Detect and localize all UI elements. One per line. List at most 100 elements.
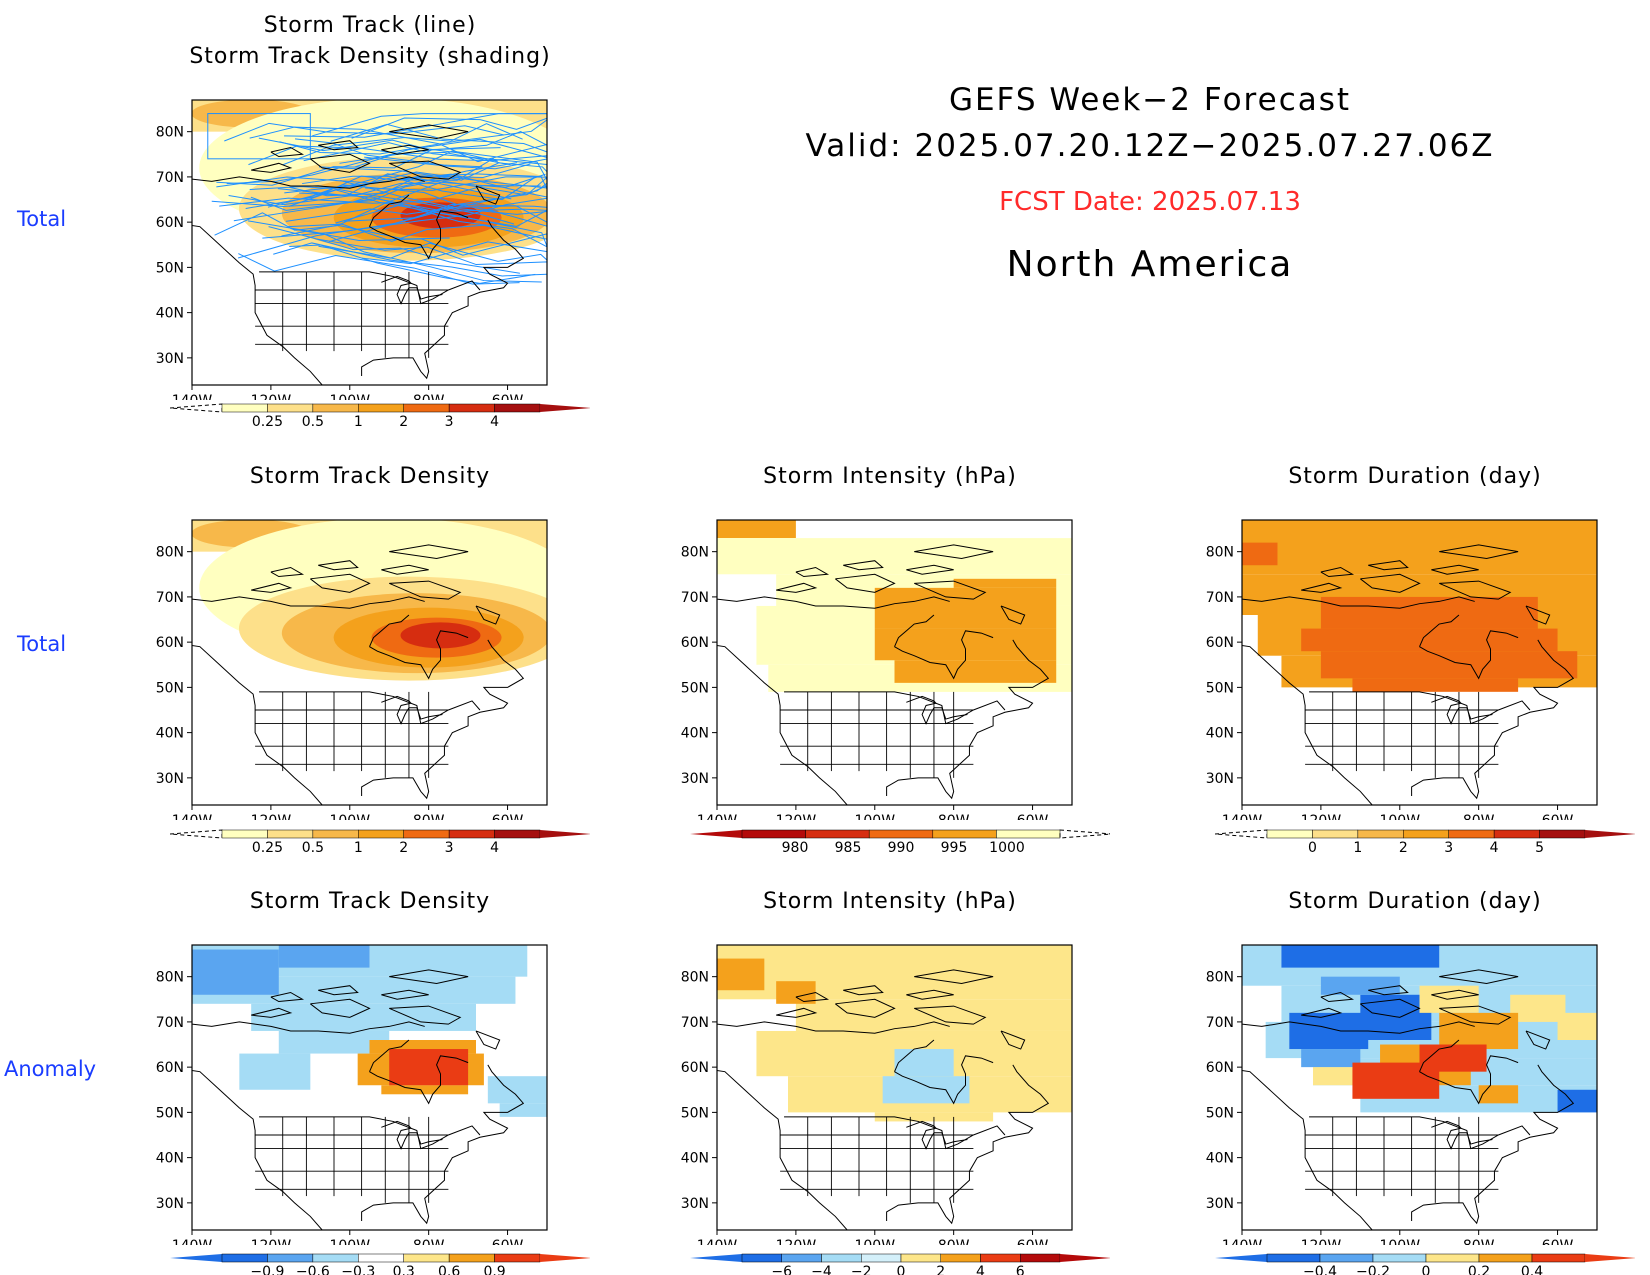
hudson-bay-coast [369,1055,469,1105]
lat-tick-label: 30N [156,1196,184,1212]
arctic-island [475,185,501,205]
colorbar-duration: 0 1 2 3 4 5 [1215,829,1635,856]
west-coastline [192,225,284,347]
lat-tick-label: 70N [1206,590,1234,606]
arctic-island [1368,560,1409,571]
row-label-total-2: Total [17,632,67,656]
colorbar-segment [221,403,268,413]
east-coastline [361,1064,525,1225]
shading-layer [717,945,1072,1230]
colorbar-label: −4 [811,1264,832,1275]
lon-tick-label: 80W [938,1238,970,1245]
colorbar-intensity: 980 985 990 995 1000 [690,829,1110,856]
panel-title-duration: Storm Duration (day) [1288,464,1542,489]
storm-track [315,238,547,266]
colorbar-label: 980 [782,840,809,856]
row-label-anomaly: Anomaly [4,1057,97,1081]
lon-tick-label: 140W [172,813,213,820]
lon-tick-label: 140W [697,1238,738,1245]
colorbar-segment [932,829,997,839]
hudson-bay-coast [894,1055,994,1105]
arctic-island [389,969,469,984]
arctic-coast [1242,1021,1475,1034]
lon-tick-label: 120W [1301,1238,1342,1245]
lat-tick-label: 40N [1206,1151,1234,1167]
colorbar-segment [741,1253,782,1263]
intensity-cell [894,660,1057,683]
lat-tick-label: 60N [1206,1060,1234,1076]
hudson-bay-west [1419,614,1460,647]
duration-cell [1352,678,1519,692]
lat-tick-label: 60N [156,635,184,651]
colorbar-right-extension [1585,1254,1635,1262]
colorbar-right-extension [540,404,590,412]
arctic-island [1301,1007,1343,1018]
storm-track [290,228,547,256]
colorbar-segment [805,829,870,839]
arctic-island [914,544,994,559]
lat-tick-label: 80N [681,545,709,561]
lat-tick-label: 30N [156,351,184,367]
colorbar-segments [170,829,590,839]
colorbar-segment [403,829,450,839]
lon-tick-label: 60W [1542,1238,1574,1245]
anomaly-cell [1320,976,1400,995]
anomaly-cell [1419,1044,1487,1072]
colorbar-segment [1403,829,1449,839]
colorbar-segment [403,403,450,413]
colorbar-label: −6 [771,1264,792,1275]
colorbar-segment [358,403,404,413]
colorbar-segment [1372,1253,1427,1263]
coast-layer [192,124,525,385]
lon-tick-label: 80W [413,813,445,820]
west-coastline [1242,645,1334,767]
map-storm-track-density: 80N 70N 60N 50N 40N 30N 140W 120W 100W 80W 60W [156,519,548,820]
colorbar-label: 2 [399,840,408,856]
storm-track [268,226,520,274]
intensity-cell [717,538,1072,575]
anomaly-cell [239,1053,311,1090]
lat-tick-label: 50N [156,680,184,696]
arctic-island [310,153,371,173]
colorbar-label: −0.9 [250,1264,284,1275]
forecast-date: FCST Date: 2025.07.13 [999,187,1301,217]
lon-tick-label: 140W [1222,1238,1263,1245]
row-label-total-1: Total [17,207,67,231]
lon-tick-label: 120W [251,813,292,820]
duration-cell [1242,520,1597,575]
state-boundaries [780,691,974,778]
colorbar-segment [267,1253,314,1263]
lat-tick-label: 80N [681,970,709,986]
map-axes: 80N 70N 60N 50N 40N 30N 140W 120W 100W 80W 60W [156,944,548,1245]
colorbar-segment [267,403,314,413]
arctic-island [389,1005,462,1025]
coastline-borders [1242,544,1575,805]
storm-track [312,113,547,137]
map-frame [716,944,1073,1231]
colorbar-segment [861,1253,902,1263]
arctic-island [1431,564,1479,575]
storm-track [228,182,512,206]
colorbar-label: 4 [1490,840,1499,856]
storm-track [262,197,547,239]
arctic-island [914,969,994,984]
lat-tick-label: 40N [681,726,709,742]
density-contour [400,622,481,649]
hudson-bay-west [369,1039,410,1072]
lat-tick-label: 40N [156,1151,184,1167]
colorbar-left-extension [170,1254,222,1262]
lon-tick-label: 60W [492,393,524,400]
storm-track [288,223,547,242]
lat-tick-label: 60N [156,1060,184,1076]
colorbar-segment [358,829,404,839]
colorbar-label: 5 [1535,840,1544,856]
panel-title-intensity-anomaly: Storm Intensity (hPa) [763,889,1017,914]
lon-tick-label: 80W [938,813,970,820]
colorbar-right-extension [1060,1254,1110,1262]
colorbar-segment [1312,829,1359,839]
coast-layer [717,969,1050,1230]
lon-tick-label: 60W [492,1238,524,1245]
colorbar-label: 985 [835,840,862,856]
shading-layer [192,520,547,805]
colorbar-segment [1425,1253,1480,1263]
